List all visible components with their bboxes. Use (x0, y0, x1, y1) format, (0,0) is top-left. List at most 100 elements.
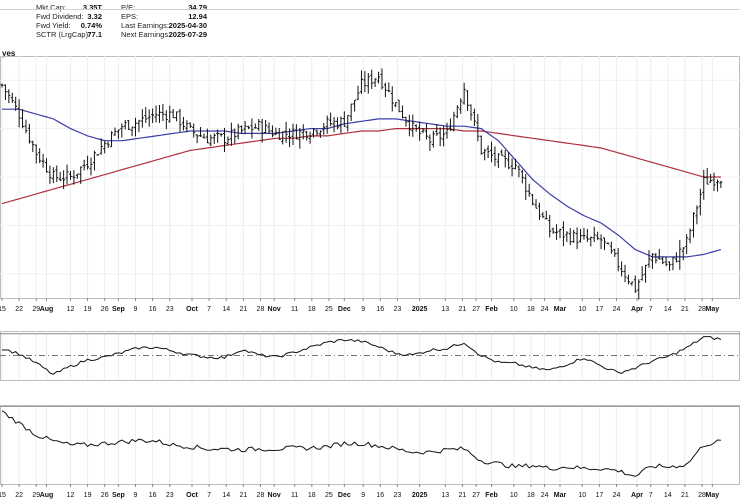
x-tick-label-bottom: 13 (441, 492, 449, 499)
x-tick-label-bottom: 25 (325, 492, 333, 499)
relative-strength-pane-line (1, 410, 721, 477)
x-tick-label-bottom: 24 (541, 492, 549, 499)
x-tick-label-bottom: 28 (698, 492, 706, 499)
ma-200-line (1, 128, 721, 205)
x-tick-label-top: 23 (393, 306, 401, 313)
stat-label-eps: EPS: (121, 12, 139, 21)
stat-label-mkt-cap: Mkt Cap: (36, 3, 67, 12)
x-tick-label-top: 24 (541, 306, 549, 313)
x-tick-label-bottom: 14 (664, 492, 672, 499)
stat-value-eps: 12.94 (188, 12, 207, 21)
indicator-pane-line (1, 336, 722, 375)
x-tick-label-bottom: 14 (222, 492, 230, 499)
x-tick-label-bottom: 21 (459, 492, 467, 499)
price-bars (0, 68, 723, 300)
stat-value-sctr: 77.1 (87, 30, 102, 39)
x-tick-label-bottom: Apr (631, 492, 643, 499)
x-tick-label-top: 23 (166, 306, 174, 313)
x-tick-label-top: 18 (308, 306, 316, 313)
stat-label-last-earnings: Last Earnings: (121, 21, 169, 30)
stat-label-pe: P/E: (121, 3, 136, 12)
x-tick-label-top: 26 (101, 306, 109, 313)
x-tick-label-top: 22 (15, 306, 23, 313)
x-tick-label-top: 28 (698, 306, 706, 313)
x-tick-label-top: 18 (527, 306, 535, 313)
stat-label-fwd-dividend: Fwd Dividend: (36, 12, 84, 21)
stat-value-last-earnings: 2025-04-30 (168, 21, 207, 30)
x-tick-label-top: 9 (134, 306, 138, 313)
x-tick-label-top: 24 (613, 306, 621, 313)
x-tick-label-bottom: 24 (613, 492, 621, 499)
x-tick-label-top: 21 (239, 306, 247, 313)
x-tick-label-top: Dec (338, 306, 351, 313)
x-tick-label-bottom: 21 (239, 492, 247, 499)
x-tick-label-bottom: 28 (257, 492, 265, 499)
x-tick-label-bottom: Feb (485, 492, 497, 499)
x-tick-label-bottom: Sep (112, 492, 125, 499)
stat-value-fwd-yield: 0.74% (80, 21, 102, 30)
x-tick-label-top: Apr (631, 306, 643, 313)
x-tick-label-bottom: Mar (554, 492, 567, 499)
x-tick-label-top: 25 (325, 306, 333, 313)
x-tick-label-top: Nov (268, 306, 281, 313)
x-tick-label-bottom: 21 (681, 492, 689, 499)
stats-header: Mkt Cap: 3.35T Fwd Dividend: 3.32 Fwd Yi… (0, 0, 740, 58)
x-tick-label-bottom: 16 (376, 492, 384, 499)
x-tick-label-bottom: 27 (472, 492, 480, 499)
stat-value-next-earnings: 2025-07-29 (168, 30, 207, 39)
stat-value-fwd-dividend: 3.32 (87, 12, 102, 21)
x-tick-label-bottom: Aug (40, 492, 54, 499)
x-tick-label-bottom: 23 (166, 492, 174, 499)
x-tick-label-top: 16 (376, 306, 384, 313)
x-tick-label-top: 2025 (412, 306, 428, 313)
x-tick-label-bottom: 23 (393, 492, 401, 499)
x-tick-label-top: 7 (649, 306, 653, 313)
x-tick-label-bottom: 2025 (412, 492, 428, 499)
x-tick-label-top: 27 (472, 306, 480, 313)
x-tick-label-bottom: Nov (268, 492, 281, 499)
x-tick-label-top: 9 (361, 306, 365, 313)
x-tick-label-bottom: 11 (291, 492, 298, 499)
x-tick-label-bottom: 18 (527, 492, 535, 499)
x-tick-label-bottom: 7 (649, 492, 653, 499)
x-tick-label-top: 28 (257, 306, 265, 313)
x-tick-label-bottom: 19 (84, 492, 92, 499)
x-tick-label-bottom: 9 (361, 492, 365, 499)
x-tick-label-top: 16 (149, 306, 157, 313)
x-tick-label-top: 17 (595, 306, 603, 313)
x-tick-label-top: Sep (112, 306, 125, 313)
x-tick-label-bottom: 29 (32, 492, 40, 499)
x-tick-label-bottom: 10 (578, 492, 586, 499)
stat-value-mkt-cap: 3.35T (82, 3, 102, 12)
stat-value-pe: 34.79 (188, 3, 207, 12)
x-tick-label-top: 10 (578, 306, 586, 313)
x-tick-label-top: 21 (681, 306, 689, 313)
x-tick-label-top: Mar (554, 306, 567, 313)
x-tick-label-top: 10 (510, 306, 518, 313)
x-tick-label-bottom: 12 (67, 492, 75, 499)
x-tick-label-bottom: 26 (101, 492, 109, 499)
x-tick-label-bottom: 10 (510, 492, 518, 499)
x-tick-label-bottom: 22 (15, 492, 23, 499)
x-tick-label-bottom: 9 (134, 492, 138, 499)
stat-label-sctr: SCTR (LrgCap): (36, 30, 91, 39)
x-tick-label-bottom: May (706, 492, 720, 499)
x-tick-label-top: 15 (0, 306, 6, 313)
x-tick-label-top: 12 (67, 306, 75, 313)
stat-label-next-earnings: Next Earnings: (121, 30, 171, 39)
x-tick-label-bottom: 18 (308, 492, 316, 499)
x-tick-label-bottom: 7 (207, 492, 211, 499)
side-label: yes (2, 49, 16, 58)
x-tick-label-top: Aug (40, 306, 54, 313)
x-tick-label-top: 13 (441, 306, 449, 313)
x-tick-label-bottom: Oct (186, 492, 198, 499)
x-tick-label-top: 14 (664, 306, 672, 313)
x-tick-label-bottom: 15 (0, 492, 6, 499)
x-tick-label-top: 14 (222, 306, 230, 313)
x-tick-label-bottom: Dec (338, 492, 351, 499)
x-tick-label-top: Feb (485, 306, 497, 313)
x-tick-label-bottom: 16 (149, 492, 157, 499)
x-tick-label-top: May (706, 306, 720, 313)
x-tick-label-top: 11 (291, 306, 298, 313)
